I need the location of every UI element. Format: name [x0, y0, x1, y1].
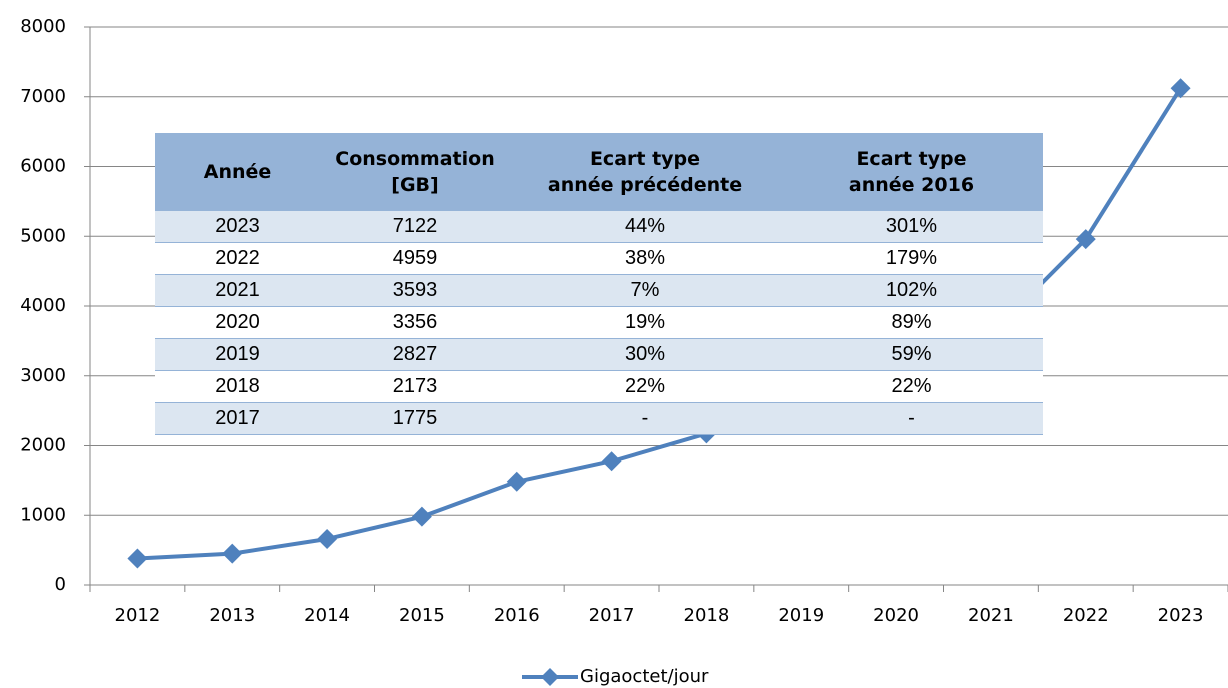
marker	[1170, 78, 1191, 99]
table-cell: 22%	[780, 370, 1043, 403]
table-cell: 3593	[320, 274, 510, 307]
header-cell: Ecart type année 2016	[780, 133, 1043, 211]
table-cell: 179%	[780, 242, 1043, 275]
header-text: [GB]	[391, 173, 439, 196]
marker	[411, 506, 432, 527]
table-cell: 7%	[510, 274, 780, 307]
table-cell: 1775	[320, 402, 510, 435]
marker	[506, 471, 527, 492]
x-tick-label: 2020	[873, 605, 919, 626]
table-cell: 22%	[510, 370, 780, 403]
marker	[1075, 229, 1096, 250]
table-cell: 2020	[155, 306, 320, 339]
table-cell: 2017	[155, 402, 320, 435]
marker	[222, 543, 243, 564]
x-tick-label: 2018	[684, 605, 730, 626]
header-text: Année	[203, 160, 272, 183]
x-tick-label: 2022	[1063, 605, 1109, 626]
table-cell: 4959	[320, 242, 510, 275]
table-row: 2018 2173 22% 22%	[155, 370, 1043, 403]
table-cell: 7122	[320, 210, 510, 243]
header-text: Ecart type	[589, 147, 701, 170]
table-cell: 2019	[155, 338, 320, 371]
x-tick-label: 2023	[1158, 605, 1204, 626]
table-cell: 89%	[780, 306, 1043, 339]
y-tick-label: 3000	[20, 365, 66, 386]
legend-marker	[541, 668, 559, 686]
table-cell: 59%	[780, 338, 1043, 371]
marker	[601, 451, 622, 472]
x-tick-label: 2021	[968, 605, 1014, 626]
table-cell: 3356	[320, 306, 510, 339]
x-tick-label: 2014	[304, 605, 350, 626]
table-cell: 2022	[155, 242, 320, 275]
table-cell: 2021	[155, 274, 320, 307]
table-cell: 2023	[155, 210, 320, 243]
table-cell: -	[510, 402, 780, 435]
table-row: 2022 4959 38% 179%	[155, 242, 1043, 275]
table-row: 2023 7122 44% 301%	[155, 210, 1043, 243]
y-tick-label: 0	[55, 574, 66, 595]
header-cell: Année	[155, 133, 320, 211]
y-tick-label: 5000	[20, 225, 66, 246]
y-tick-label: 6000	[20, 156, 66, 177]
table-cell: 38%	[510, 242, 780, 275]
data-table: Année Consommation [GB] Ecart type année pré…	[155, 133, 1043, 435]
y-tick-label: 7000	[20, 86, 66, 107]
header-text: année précédente	[547, 173, 743, 196]
x-tick-label: 2019	[778, 605, 824, 626]
table-cell: 301%	[780, 210, 1043, 243]
legend-label: Gigaoctet/jour	[580, 666, 709, 687]
header-cell: Ecart type année précédente	[510, 133, 780, 211]
x-tick-label: 2017	[589, 605, 635, 626]
marker	[127, 548, 148, 569]
marker	[317, 528, 338, 549]
y-tick-label: 1000	[20, 504, 66, 525]
table-cell: 2827	[320, 338, 510, 371]
table-cell: 102%	[780, 274, 1043, 307]
y-tick-label: 2000	[20, 435, 66, 456]
header-text: Consommation	[335, 147, 495, 170]
table-row: 2019 2827 30% 59%	[155, 338, 1043, 371]
table-cell: 30%	[510, 338, 780, 371]
x-tick-label: 2012	[115, 605, 161, 626]
header-text: année 2016	[848, 173, 975, 196]
table-row: 2020 3356 19% 89%	[155, 306, 1043, 339]
y-tick-label: 4000	[20, 295, 66, 316]
table-row: 2021 3593 7% 102%	[155, 274, 1043, 307]
table-cell: 2173	[320, 370, 510, 403]
table-cell: 2018	[155, 370, 320, 403]
x-tick-label: 2015	[399, 605, 445, 626]
y-tick-label: 8000	[20, 16, 66, 37]
x-tick-label: 2013	[209, 605, 255, 626]
table-row: 2017 1775- -	[155, 402, 1043, 435]
header-text: Ecart type	[856, 147, 967, 170]
header-cell: Consommation [GB]	[320, 133, 510, 211]
x-tick-label: 2016	[494, 605, 540, 626]
table-cell: 44%	[510, 210, 780, 243]
table-cell: -	[780, 402, 1043, 435]
table-cell: 19%	[510, 306, 780, 339]
